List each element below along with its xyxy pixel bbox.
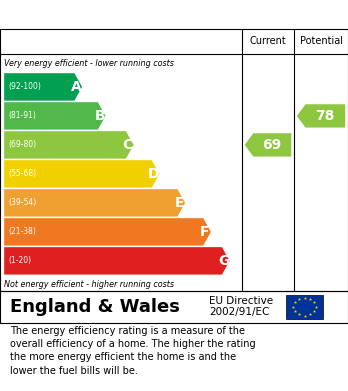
Text: 78: 78 — [316, 109, 335, 123]
Text: (1-20): (1-20) — [8, 256, 31, 265]
Polygon shape — [297, 104, 345, 127]
Text: (55-68): (55-68) — [8, 169, 37, 178]
Text: E: E — [174, 196, 184, 210]
Text: Energy Efficiency Rating: Energy Efficiency Rating — [10, 7, 213, 22]
Polygon shape — [245, 133, 291, 156]
Text: Not energy efficient - higher running costs: Not energy efficient - higher running co… — [4, 280, 174, 289]
Text: G: G — [218, 254, 229, 268]
Text: (81-91): (81-91) — [8, 111, 36, 120]
Text: Very energy efficient - lower running costs: Very energy efficient - lower running co… — [4, 59, 174, 68]
Polygon shape — [4, 189, 185, 217]
Text: The energy efficiency rating is a measure of the
overall efficiency of a home. T: The energy efficiency rating is a measur… — [10, 326, 256, 376]
Text: (39-54): (39-54) — [8, 198, 37, 207]
Text: 69: 69 — [262, 138, 282, 152]
Polygon shape — [4, 247, 230, 274]
Polygon shape — [4, 73, 82, 100]
Text: EU Directive
2002/91/EC: EU Directive 2002/91/EC — [209, 296, 273, 317]
Text: D: D — [148, 167, 159, 181]
Polygon shape — [4, 218, 211, 246]
Text: England & Wales: England & Wales — [10, 298, 180, 316]
Polygon shape — [4, 160, 159, 188]
Text: (21-38): (21-38) — [8, 228, 36, 237]
Polygon shape — [4, 102, 105, 130]
Text: Potential: Potential — [300, 36, 342, 47]
Text: C: C — [122, 138, 133, 152]
Text: (69-80): (69-80) — [8, 140, 37, 149]
Text: F: F — [200, 225, 210, 239]
Text: A: A — [71, 80, 81, 94]
Text: Current: Current — [250, 36, 286, 47]
Bar — [286, 294, 323, 319]
Polygon shape — [4, 131, 134, 159]
Text: (92-100): (92-100) — [8, 83, 41, 91]
Text: B: B — [94, 109, 105, 123]
